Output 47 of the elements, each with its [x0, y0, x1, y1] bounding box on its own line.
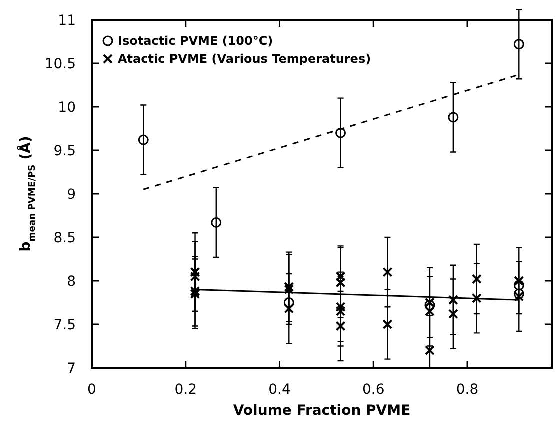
- point: [424, 346, 435, 356]
- y-tick-label: 10: [58, 100, 76, 116]
- point: [284, 298, 294, 308]
- legend-label: Atactic PVME (Various Temperatures): [118, 52, 372, 66]
- x-tick-label: 0.2: [174, 382, 198, 398]
- point: [336, 306, 346, 316]
- point: [424, 298, 435, 308]
- point: [190, 286, 200, 296]
- point: [284, 282, 294, 292]
- point: [514, 276, 524, 286]
- point: [424, 306, 435, 316]
- point: [514, 292, 524, 302]
- point: [138, 134, 149, 146]
- point: [190, 289, 200, 300]
- point: [211, 217, 222, 228]
- y-tick-label: 9: [67, 186, 76, 203]
- x-tick-label: 0.6: [362, 382, 385, 398]
- point: [514, 39, 524, 50]
- y-tick-label: 8: [67, 274, 76, 290]
- legend-label: Isotactic PVME (100°C): [118, 34, 274, 48]
- x-axis-title: Volume Fraction PVME: [233, 403, 411, 419]
- point: [448, 309, 458, 320]
- y-tick-label: 9.5: [54, 143, 76, 160]
- point: [190, 267, 200, 278]
- x-tick-label: 0.4: [268, 382, 291, 398]
- point: [514, 280, 524, 291]
- point: [472, 274, 482, 284]
- point: [284, 284, 294, 295]
- point: [190, 272, 200, 282]
- point: [382, 320, 393, 330]
- point: [448, 112, 459, 123]
- y-tick-label: 7: [67, 360, 76, 377]
- point: [424, 300, 436, 311]
- point: [382, 267, 393, 278]
- point: [336, 321, 346, 332]
- x-tick-label: 0: [88, 382, 96, 398]
- y-tick-label: 11: [58, 12, 76, 29]
- y-tick-label: 7.5: [54, 317, 76, 334]
- point: [448, 295, 458, 306]
- point: [472, 293, 482, 304]
- point: [336, 128, 346, 138]
- point: [336, 302, 346, 312]
- y-tick-label: 10.5: [44, 56, 76, 72]
- point: [514, 288, 524, 300]
- point: [284, 304, 294, 314]
- x-tick-label: 0.8: [456, 382, 479, 398]
- y-tick-label: 8.5: [54, 230, 76, 246]
